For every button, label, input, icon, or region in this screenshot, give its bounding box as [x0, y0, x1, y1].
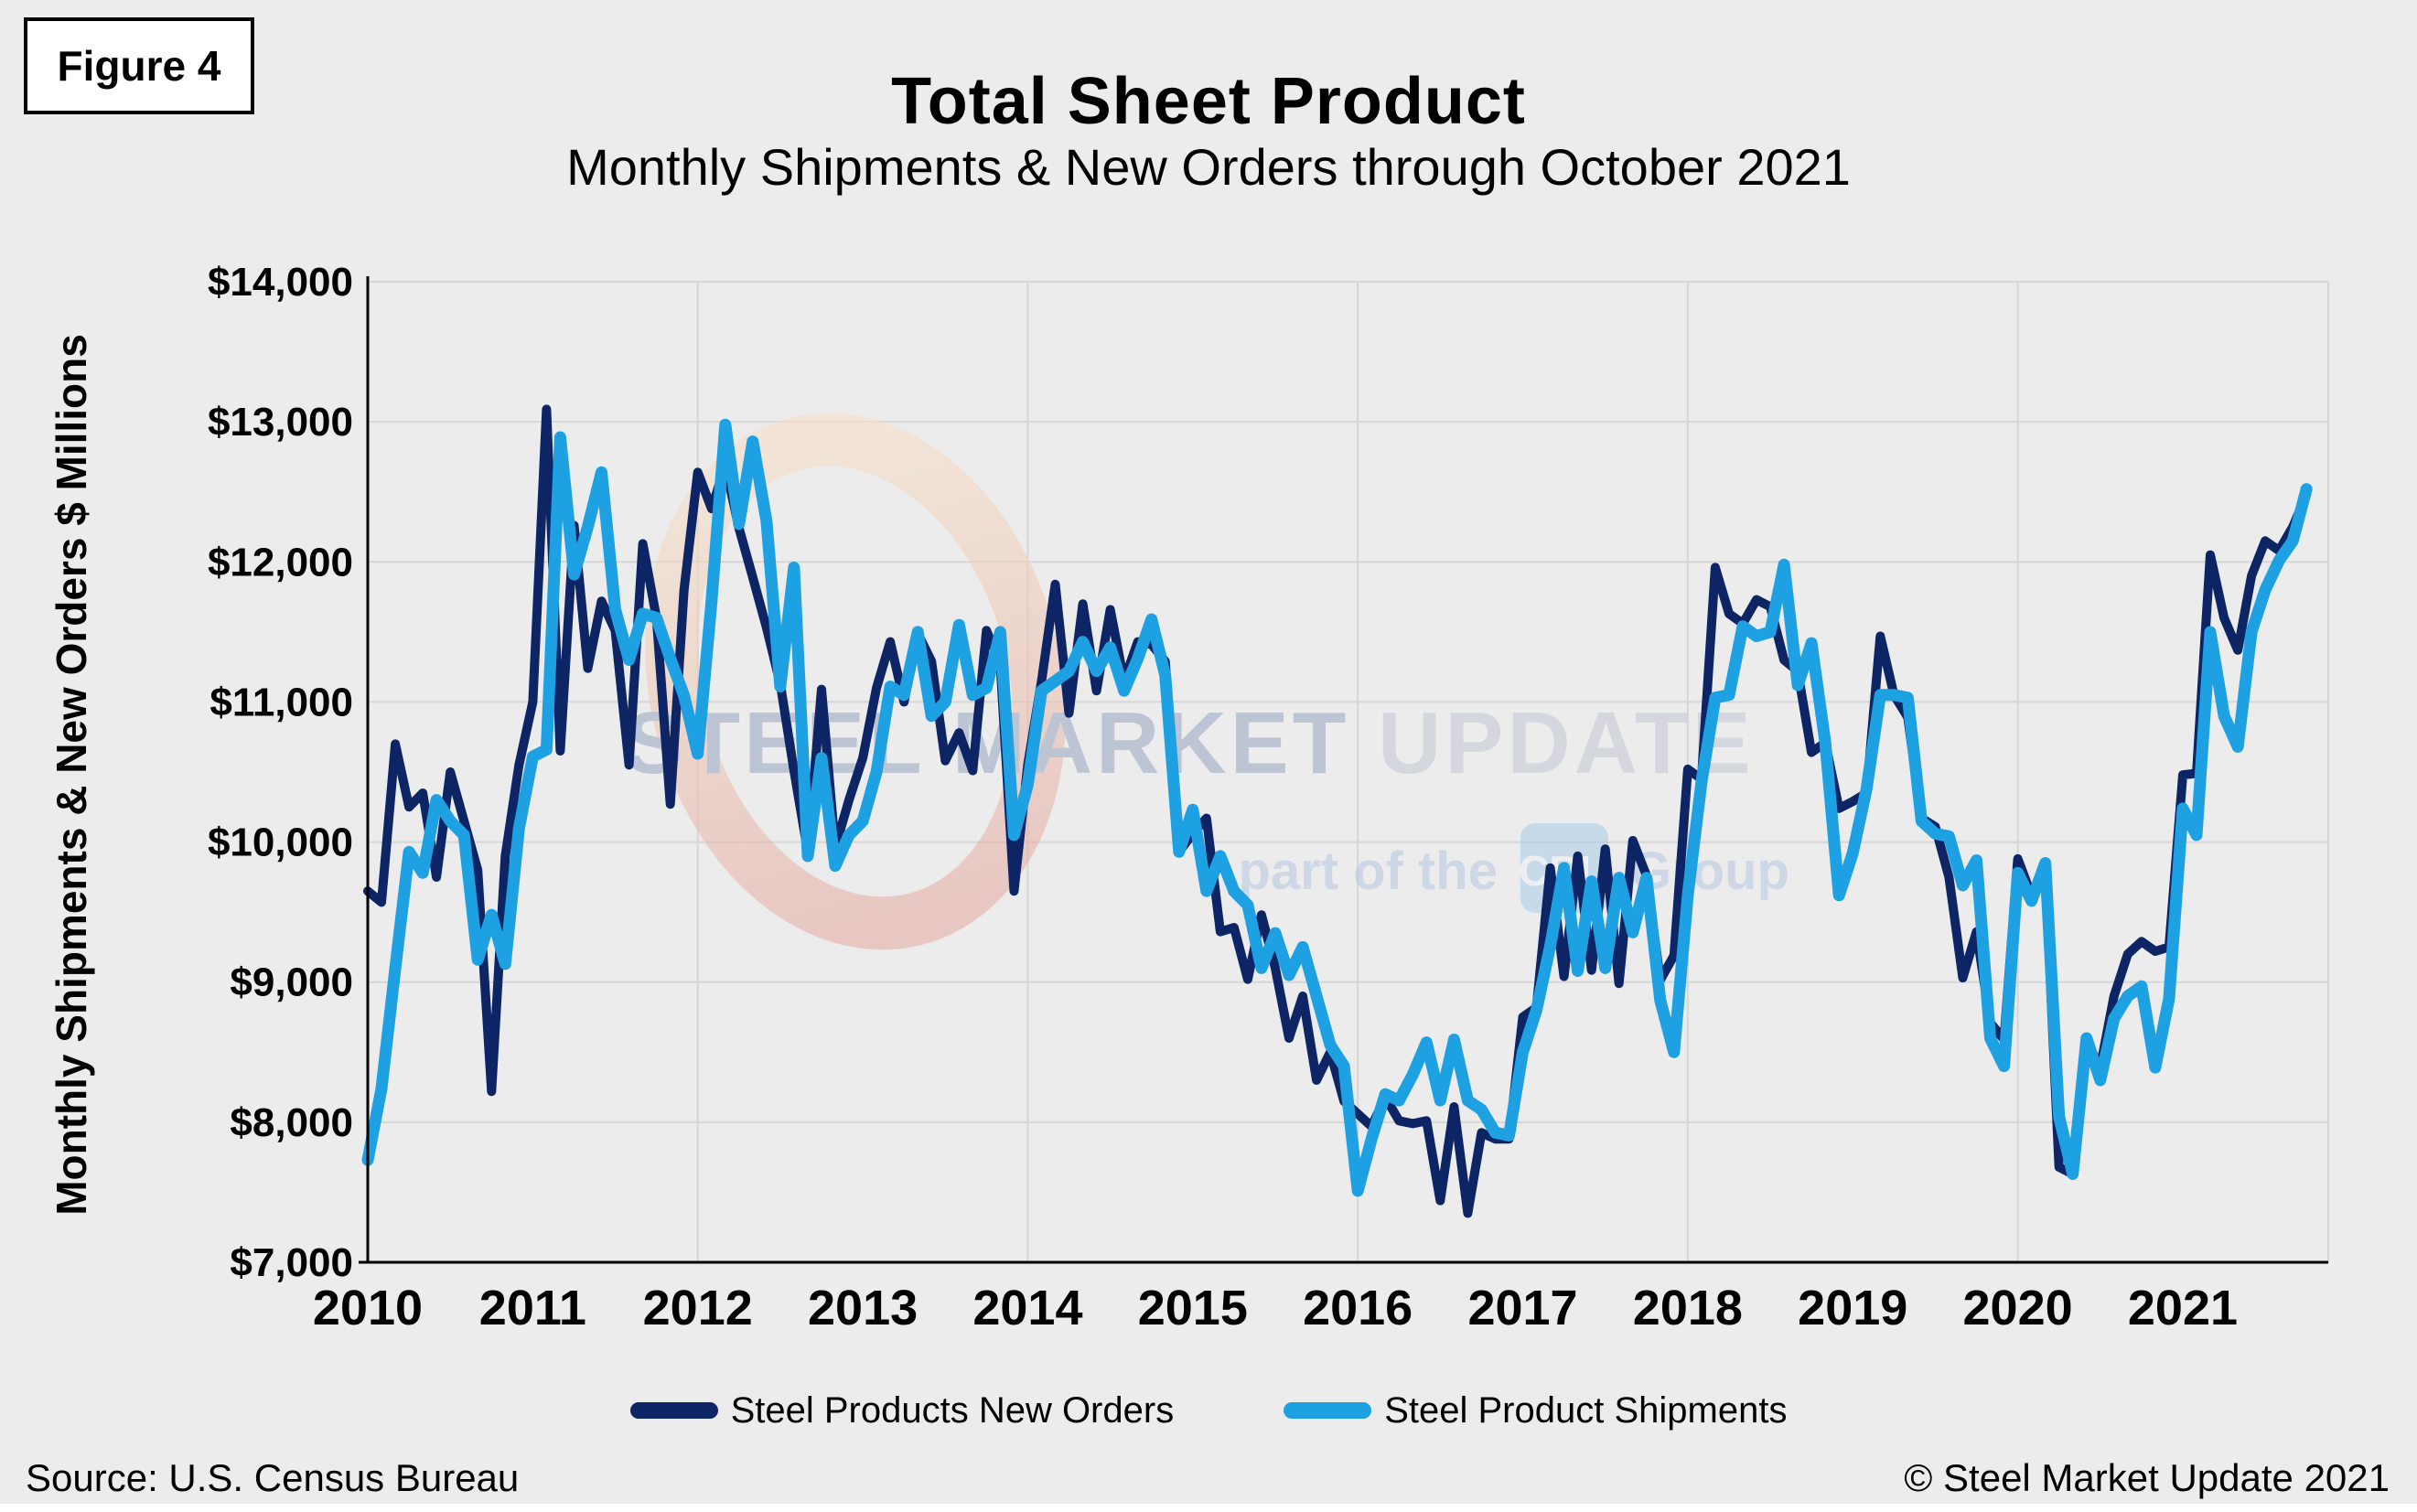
x-tick-label-2016: 2016 [1303, 1281, 1413, 1335]
x-tick-label-2017: 2017 [1467, 1281, 1577, 1335]
legend-label-shipments: Steel Product Shipments [1384, 1389, 1788, 1431]
legend-swatch-new-orders [629, 1402, 718, 1419]
y-tick-label-10000: $10,000 [208, 820, 353, 865]
source-note: Source: U.S. Census Bureau [26, 1456, 520, 1499]
chart-title: Total Sheet Product [891, 65, 1526, 138]
legend-item-new-orders: Steel Products New Orders [629, 1389, 1175, 1432]
chart-subtitle: Monthly Shipments & New Orders through O… [566, 138, 1851, 196]
copyright-note: © Steel Market Update 2021 [1904, 1456, 2390, 1499]
y-axis-title: Monthly Shipments & New Orders $ Million… [48, 334, 95, 1216]
figure-number-label: Figure 4 [57, 42, 221, 90]
bottom-strip [0, 1504, 2417, 1512]
figure-number-box: Figure 4 [24, 17, 254, 114]
x-tick-label-2010: 2010 [313, 1281, 423, 1335]
series-line-shipments [361, 418, 2313, 1197]
watermark-part-of-the: part of the [1238, 842, 1498, 901]
y-tick-label-11000: $11,000 [209, 680, 353, 724]
x-tick-label-2018: 2018 [1633, 1281, 1743, 1335]
x-tick-label-2019: 2019 [1798, 1281, 1907, 1335]
legend: Steel Products New Orders Steel Product … [0, 1387, 2417, 1434]
x-tick-label-2011: 2011 [479, 1281, 586, 1335]
axes [359, 276, 2328, 1264]
x-tick-label-2013: 2013 [808, 1281, 918, 1335]
legend-label-new-orders: Steel Products New Orders [730, 1389, 1175, 1431]
legend-item-shipments: Steel Product Shipments [1284, 1390, 1787, 1432]
y-tick-label-8000: $8,000 [230, 1100, 353, 1145]
series-lines [361, 404, 2313, 1218]
y-tick-label-12000: $12,000 [208, 540, 353, 584]
y-tick-label-13000: $13,000 [208, 400, 353, 445]
x-tick-label-2021: 2021 [2128, 1281, 2238, 1335]
y-tick-label-9000: $9,000 [230, 960, 353, 1005]
watermark-swoosh [645, 413, 1066, 950]
y-tick-label-7000: $7,000 [230, 1240, 353, 1285]
x-tick-label-2020: 2020 [1963, 1281, 2073, 1335]
watermark-group: Group [1630, 842, 1789, 901]
x-tick-label-2014: 2014 [972, 1281, 1082, 1335]
x-tick-label-2015: 2015 [1138, 1281, 1248, 1335]
watermark: STEEL MARKET UPDATE part of the CRU Grou… [624, 413, 1789, 950]
x-tick-label-2012: 2012 [643, 1281, 753, 1335]
legend-swatch-shipments [1284, 1402, 1372, 1419]
series-line-new-orders [363, 404, 2312, 1218]
y-tick-label-14000: $14,000 [208, 260, 353, 305]
axis-labels: $14,000 $13,000 $12,000 $11,000 $10,000 $9,00… [208, 260, 2238, 1335]
